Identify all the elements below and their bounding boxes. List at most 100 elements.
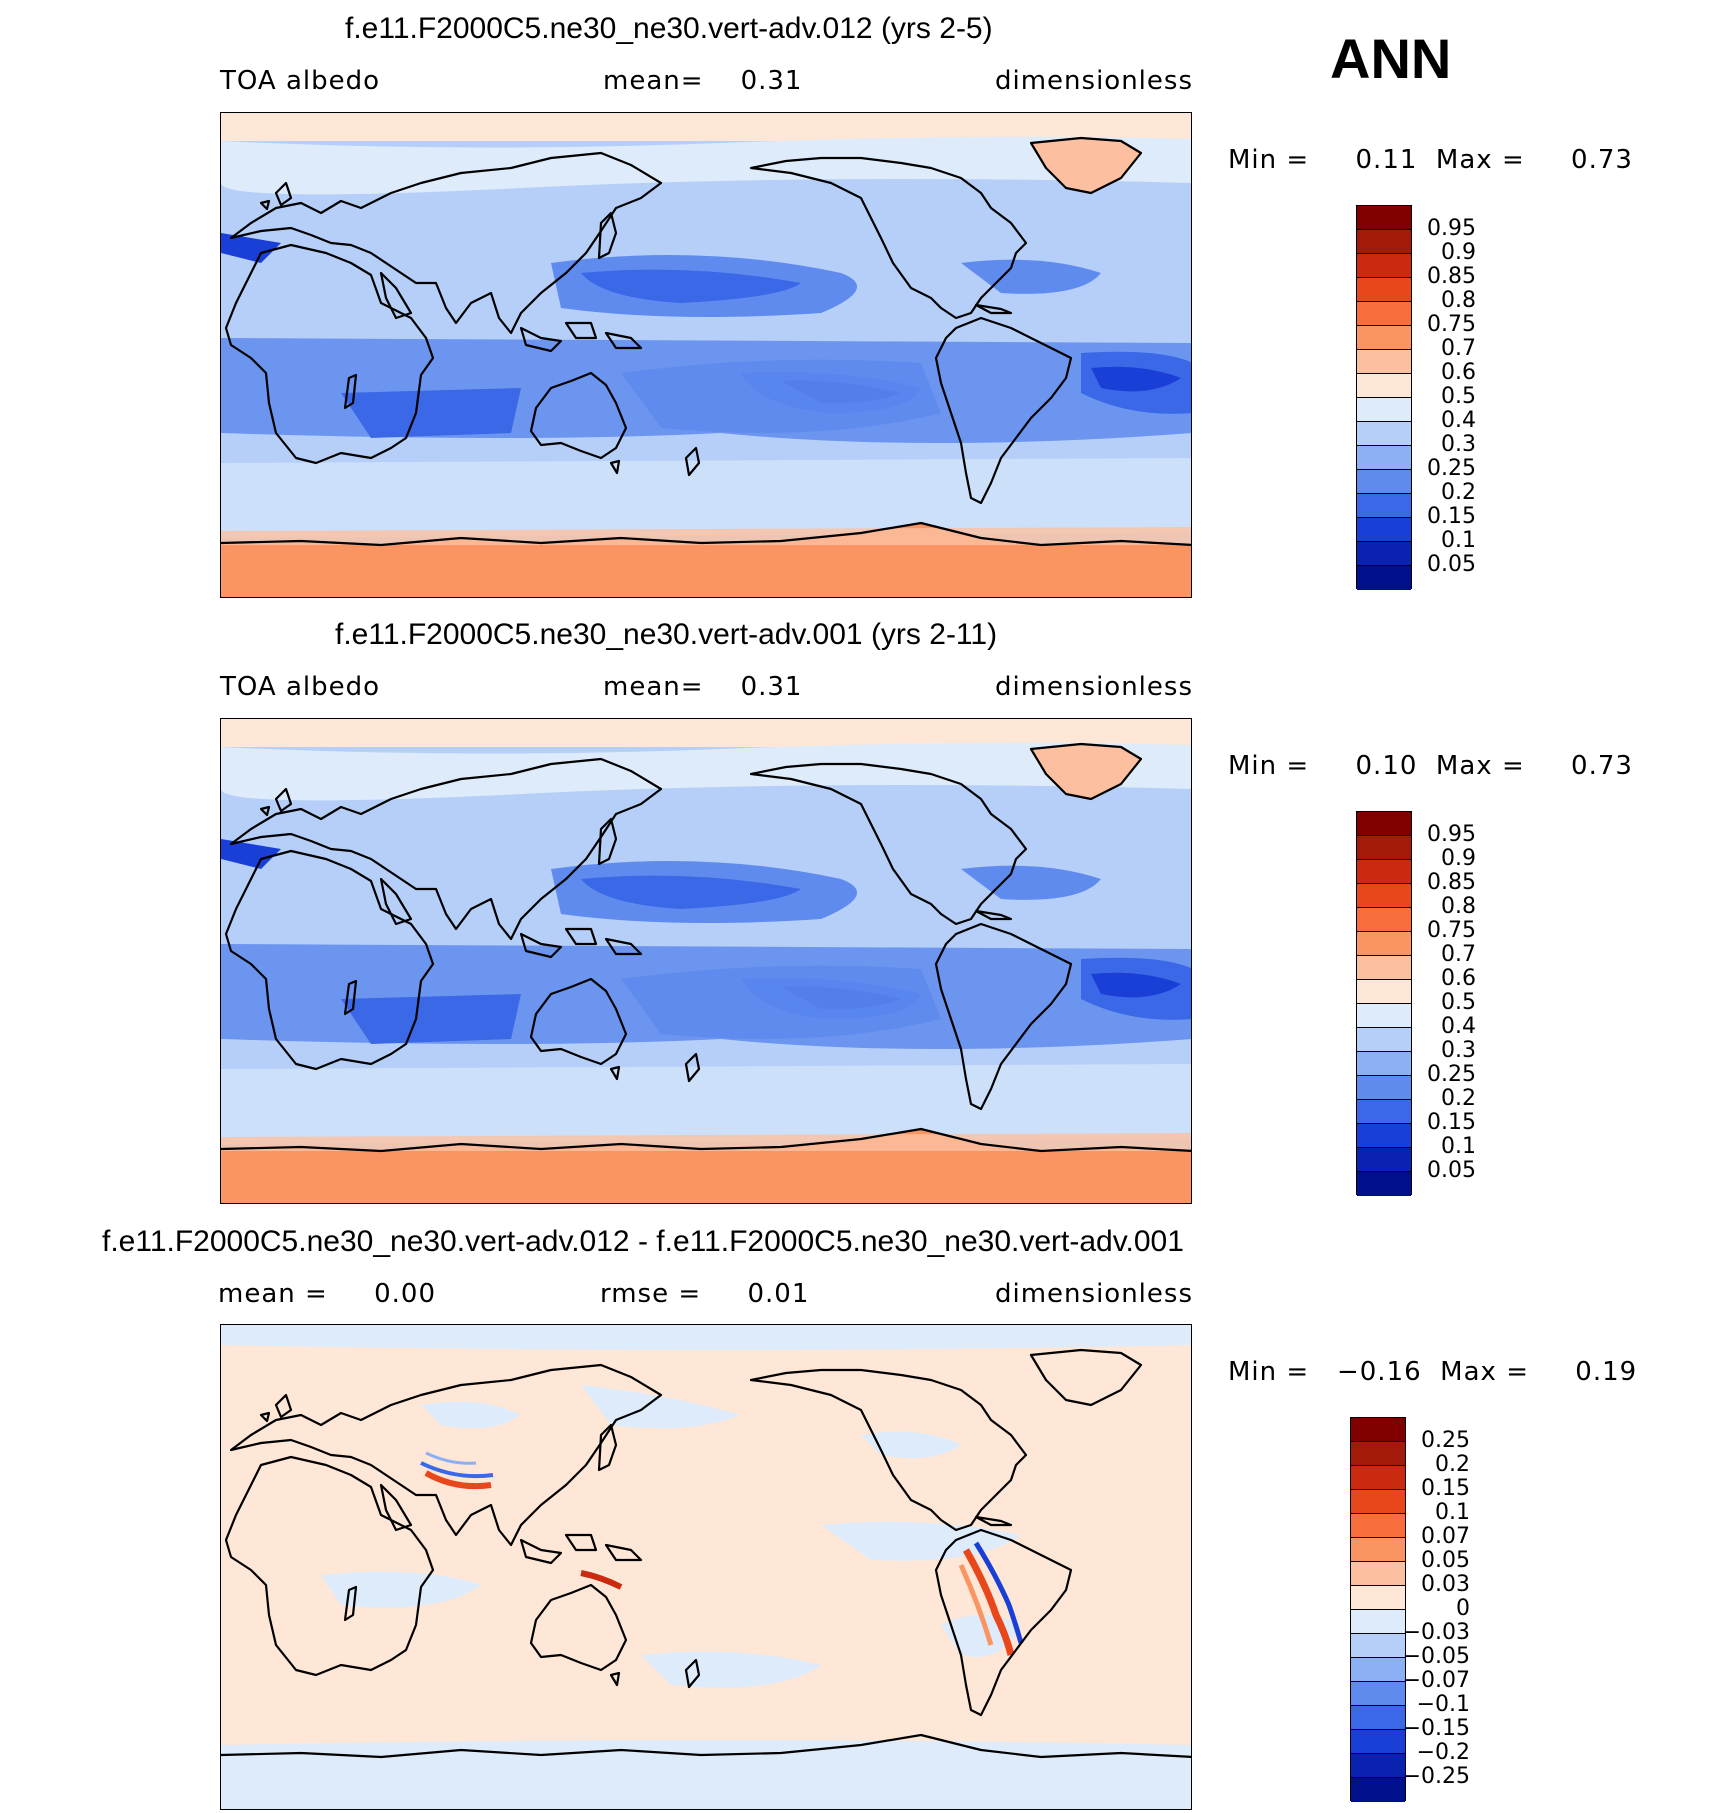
panel-2-min-max: Min = 0.10 Max = 0.73 [1228, 751, 1633, 781]
colorbar-tick-label: 0.7 [1441, 942, 1476, 967]
colorbar-tick-label: 0.2 [1441, 480, 1476, 505]
colorbar-tick-label: −0.03 [1402, 1620, 1470, 1645]
panel-3-rmse-label: rmse = 0.01 [600, 1279, 810, 1309]
panel-1-map [220, 112, 1192, 598]
colorbar-swatch [1357, 812, 1411, 836]
colorbar-tick-label: 0.2 [1441, 1086, 1476, 1111]
colorbar-swatch [1357, 836, 1411, 860]
panel-2-variable-label: TOA albedo [220, 672, 381, 702]
colorbar-swatch [1351, 1514, 1405, 1538]
colorbar-tick-label: 0.75 [1427, 918, 1476, 943]
colorbar-tick-label: 0.3 [1441, 432, 1476, 457]
season-label: ANN [1330, 27, 1452, 90]
colorbar-swatch [1357, 980, 1411, 1004]
colorbar-swatch [1351, 1754, 1405, 1778]
colorbar-swatch [1357, 956, 1411, 980]
colorbar-swatch [1351, 1610, 1405, 1634]
panel-3-map [220, 1324, 1192, 1810]
panel-1-title: f.e11.F2000C5.ne30_ne30.vert-adv.012 (yr… [345, 12, 993, 45]
colorbar-tick-label: 0.05 [1427, 1158, 1476, 1183]
colorbar-swatch [1351, 1658, 1405, 1682]
colorbar-swatch [1357, 350, 1411, 374]
colorbar-tick-label: −0.05 [1402, 1644, 1470, 1669]
colorbar-tick-label: 0.9 [1441, 846, 1476, 871]
colorbar-swatch [1357, 1100, 1411, 1124]
colorbar-swatch [1357, 470, 1411, 494]
colorbar-tick-label: 0.85 [1427, 870, 1476, 895]
colorbar-tick-label: 0.4 [1441, 1014, 1476, 1039]
colorbar-tick-label: 0.15 [1421, 1476, 1470, 1501]
panel-2-colorbar [1356, 811, 1412, 1196]
colorbar-tick-label: 0.3 [1441, 1038, 1476, 1063]
colorbar-swatch [1351, 1778, 1405, 1802]
colorbar-swatch [1357, 1148, 1411, 1172]
colorbar-tick-label: 0.75 [1427, 312, 1476, 337]
colorbar-tick-label: 0.1 [1441, 1134, 1476, 1159]
colorbar-tick-label: 0.15 [1427, 1110, 1476, 1135]
colorbar-swatch [1357, 1076, 1411, 1100]
panel-2-units-label: dimensionless [995, 672, 1193, 702]
colorbar-swatch [1351, 1586, 1405, 1610]
colorbar-swatch [1351, 1634, 1405, 1658]
colorbar-swatch [1357, 1172, 1411, 1196]
colorbar-tick-label: 0.8 [1441, 288, 1476, 313]
colorbar-swatch [1357, 206, 1411, 230]
colorbar-swatch [1351, 1730, 1405, 1754]
colorbar-swatch [1357, 566, 1411, 590]
colorbar-swatch [1351, 1490, 1405, 1514]
colorbar-swatch [1357, 422, 1411, 446]
colorbar-tick-label: 0.85 [1427, 264, 1476, 289]
panel-1-variable-label: TOA albedo [220, 66, 381, 96]
colorbar-tick-label: 0.4 [1441, 408, 1476, 433]
colorbar-tick-label: 0 [1456, 1596, 1470, 1621]
colorbar-swatch [1357, 518, 1411, 542]
colorbar-swatch [1351, 1442, 1405, 1466]
colorbar-tick-label: −0.15 [1402, 1716, 1470, 1741]
panel-3-units-label: dimensionless [995, 1279, 1193, 1309]
colorbar-tick-label: 0.6 [1441, 360, 1476, 385]
colorbar-tick-label: 0.95 [1427, 822, 1476, 847]
panel-2-title: f.e11.F2000C5.ne30_ne30.vert-adv.001 (yr… [335, 618, 998, 651]
colorbar-swatch [1351, 1562, 1405, 1586]
colorbar-swatch [1357, 860, 1411, 884]
colorbar-tick-label: 0.8 [1441, 894, 1476, 919]
colorbar-swatch [1357, 884, 1411, 908]
colorbar-tick-label: 0.03 [1421, 1572, 1470, 1597]
colorbar-swatch [1357, 278, 1411, 302]
colorbar-swatch [1357, 302, 1411, 326]
colorbar-tick-label: −0.25 [1402, 1764, 1470, 1789]
colorbar-swatch [1357, 446, 1411, 470]
colorbar-swatch [1351, 1706, 1405, 1730]
colorbar-swatch [1357, 1028, 1411, 1052]
colorbar-swatch [1357, 326, 1411, 350]
colorbar-tick-label: 0.1 [1441, 528, 1476, 553]
panel-1-units-label: dimensionless [995, 66, 1193, 96]
colorbar-swatch [1357, 932, 1411, 956]
colorbar-swatch [1351, 1418, 1405, 1442]
colorbar-tick-label: 0.05 [1421, 1548, 1470, 1573]
panel-1-mean-label: mean= 0.31 [603, 66, 803, 96]
colorbar-tick-label: 0.05 [1427, 552, 1476, 577]
panel-3-mean-label: mean = 0.00 [218, 1279, 436, 1309]
colorbar-swatch [1357, 1004, 1411, 1028]
colorbar-tick-label: 0.1 [1435, 1500, 1470, 1525]
colorbar-tick-label: 0.9 [1441, 240, 1476, 265]
colorbar-tick-label: 0.7 [1441, 336, 1476, 361]
panel-1-min-max: Min = 0.11 Max = 0.73 [1228, 145, 1633, 175]
colorbar-swatch [1357, 374, 1411, 398]
colorbar-tick-label: 0.25 [1421, 1428, 1470, 1453]
colorbar-swatch [1357, 254, 1411, 278]
colorbar-swatch [1351, 1466, 1405, 1490]
colorbar-tick-label: 0.25 [1427, 456, 1476, 481]
colorbar-swatch [1351, 1538, 1405, 1562]
colorbar-swatch [1357, 542, 1411, 566]
colorbar-swatch [1357, 398, 1411, 422]
colorbar-tick-label: 0.2 [1435, 1452, 1470, 1477]
panel-3-colorbar [1350, 1417, 1406, 1802]
colorbar-swatch [1351, 1682, 1405, 1706]
colorbar-swatch [1357, 1124, 1411, 1148]
colorbar-tick-label: 0.95 [1427, 216, 1476, 241]
colorbar-tick-label: −0.1 [1416, 1692, 1470, 1717]
colorbar-tick-label: 0.5 [1441, 384, 1476, 409]
panel-1-colorbar [1356, 205, 1412, 590]
